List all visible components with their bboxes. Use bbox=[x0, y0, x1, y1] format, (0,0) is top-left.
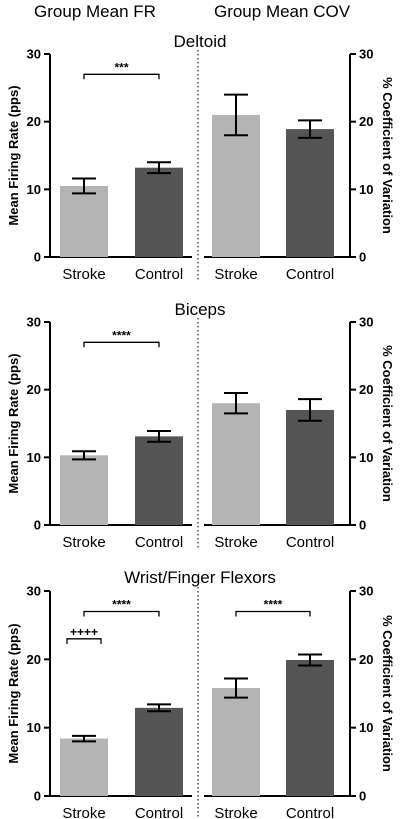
panels: Deltoid 0 10 20 30 Stroke Control *** Mean Firin… bbox=[6, 32, 395, 819]
left-y-axis-label: Mean Firing Rate (pps) bbox=[6, 353, 21, 493]
bracket-line bbox=[83, 610, 160, 617]
bracket-line bbox=[66, 638, 102, 644]
right-error-bar-stroke bbox=[224, 392, 248, 415]
chart-panel-3: Wrist/Finger Flexors 0 10 20 30 Stroke Control… bbox=[6, 568, 395, 819]
left-tick-label: 0 bbox=[34, 789, 41, 804]
significance-label: **** bbox=[112, 598, 131, 612]
right-tick-label: 10 bbox=[359, 450, 373, 465]
left-axis-1: 0 10 20 30 bbox=[27, 315, 51, 533]
left-axis-2: 0 10 20 30 bbox=[27, 584, 51, 804]
right-error-bar-stroke bbox=[224, 677, 248, 699]
right-error-bar-control bbox=[298, 653, 322, 667]
left-category-label: Stroke bbox=[62, 805, 105, 819]
right-tick-label: 0 bbox=[359, 789, 366, 804]
significance-label: *** bbox=[114, 60, 128, 74]
bracket-line bbox=[235, 610, 311, 617]
right-bar-control bbox=[286, 409, 334, 525]
left-tick-label: 10 bbox=[27, 182, 41, 197]
right-y-axis-label: % Coefficient of Variation bbox=[380, 77, 395, 234]
left-error-bar-control bbox=[147, 429, 171, 443]
chart-panel-1: Deltoid 0 10 20 30 Stroke Control *** Mean Firin… bbox=[6, 32, 395, 283]
left-bar-stroke bbox=[60, 455, 108, 525]
right-bar-control bbox=[286, 660, 334, 796]
bracket-line bbox=[83, 73, 160, 80]
panel-title: Deltoid bbox=[174, 32, 227, 51]
right-category-label: Stroke bbox=[214, 534, 257, 551]
left-tick-label: 0 bbox=[34, 518, 41, 533]
left-tick-label: 20 bbox=[27, 382, 41, 397]
left-significance-bracket: ++++ bbox=[66, 625, 102, 644]
right-error-bar-control bbox=[298, 398, 322, 422]
right-tick-label: 20 bbox=[359, 382, 373, 397]
right-axis-2: 0 10 20 30 bbox=[349, 584, 373, 804]
left-axis-0: 0 10 20 30 bbox=[27, 47, 51, 265]
left-category-label: Control bbox=[135, 534, 183, 551]
left-tick-label: 30 bbox=[27, 315, 41, 330]
right-tick-label: 30 bbox=[359, 584, 373, 599]
right-bar-stroke bbox=[212, 688, 260, 796]
left-bar-control bbox=[135, 707, 183, 796]
left-error-bar-stroke bbox=[72, 734, 96, 743]
right-category-label: Control bbox=[286, 805, 334, 819]
left-tick-label: 10 bbox=[27, 720, 41, 735]
right-bar-control bbox=[286, 129, 334, 257]
left-category-label: Control bbox=[135, 266, 183, 283]
significance-label: ++++ bbox=[70, 625, 98, 639]
right-axis-0: 0 10 20 30 bbox=[349, 47, 373, 265]
left-tick-label: 0 bbox=[34, 250, 41, 265]
left-bar-control bbox=[135, 167, 183, 257]
right-y-axis-label: % Coefficient of Variation bbox=[380, 345, 395, 502]
chart-panel-2: Biceps 0 10 20 30 Stroke Control **** Mean Firin… bbox=[6, 300, 395, 551]
right-tick-label: 30 bbox=[359, 47, 373, 62]
right-tick-label: 0 bbox=[359, 518, 366, 533]
left-error-bar-stroke bbox=[72, 450, 96, 461]
right-bar-stroke bbox=[212, 403, 260, 525]
right-axis-1: 0 10 20 30 bbox=[349, 315, 373, 533]
right-tick-label: 0 bbox=[359, 250, 366, 265]
left-error-bar-control bbox=[147, 161, 171, 175]
left-bar-stroke bbox=[60, 185, 108, 257]
right-category-label: Stroke bbox=[214, 266, 257, 283]
left-category-label: Stroke bbox=[62, 534, 105, 551]
right-y-axis-label: % Coefficient of Variation bbox=[380, 615, 395, 772]
left-bar-control bbox=[135, 436, 183, 525]
left-tick-label: 30 bbox=[27, 47, 41, 62]
left-error-bar-stroke bbox=[72, 177, 96, 195]
right-category-label: Control bbox=[286, 534, 334, 551]
left-category-label: Control bbox=[135, 805, 183, 819]
panel-title: Wrist/Finger Flexors bbox=[124, 568, 276, 587]
right-category-label: Control bbox=[286, 266, 334, 283]
left-bar-stroke bbox=[60, 738, 108, 796]
bracket-line bbox=[83, 341, 160, 348]
right-tick-label: 20 bbox=[359, 114, 373, 129]
left-tick-label: 30 bbox=[27, 584, 41, 599]
right-error-bar-control bbox=[298, 119, 322, 139]
significance-label: **** bbox=[264, 598, 283, 612]
right-tick-label: 20 bbox=[359, 652, 373, 667]
left-y-axis-label: Mean Firing Rate (pps) bbox=[6, 623, 21, 763]
left-significance-bracket: **** bbox=[83, 328, 160, 348]
left-significance-bracket: *** bbox=[83, 60, 160, 80]
right-error-bar-stroke bbox=[224, 93, 248, 137]
left-tick-label: 10 bbox=[27, 450, 41, 465]
right-category-label: Stroke bbox=[214, 805, 257, 819]
right-tick-label: 10 bbox=[359, 182, 373, 197]
left-tick-label: 20 bbox=[27, 114, 41, 129]
right-bar-stroke bbox=[212, 114, 260, 258]
right-tick-label: 10 bbox=[359, 720, 373, 735]
header-left: Group Mean FR bbox=[34, 2, 156, 21]
panel-title: Biceps bbox=[174, 300, 225, 319]
significance-label: **** bbox=[112, 328, 131, 342]
left-significance-bracket: **** bbox=[83, 598, 160, 617]
left-category-label: Stroke bbox=[62, 266, 105, 283]
right-tick-label: 30 bbox=[359, 315, 373, 330]
left-tick-label: 20 bbox=[27, 652, 41, 667]
right-significance-bracket: **** bbox=[235, 598, 311, 617]
left-error-bar-control bbox=[147, 703, 171, 713]
left-y-axis-label: Mean Firing Rate (pps) bbox=[6, 85, 21, 225]
header-right: Group Mean COV bbox=[214, 2, 351, 21]
